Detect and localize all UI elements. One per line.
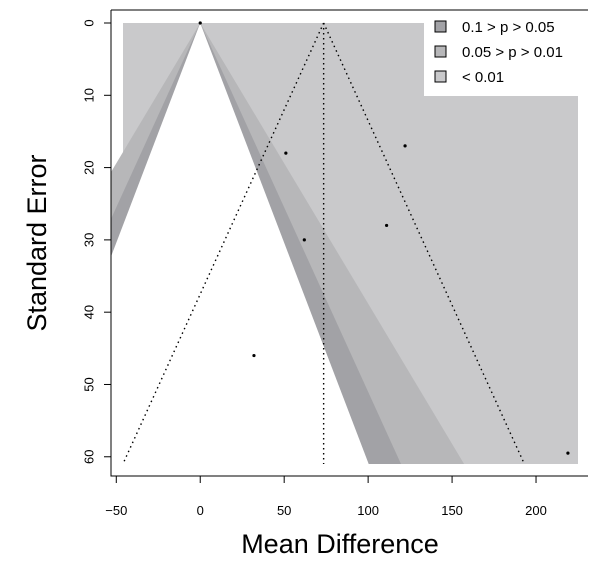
data-point (566, 451, 570, 455)
y-tick-label: 30 (82, 233, 97, 247)
legend-label: < 0.01 (462, 69, 504, 86)
x-axis: −50 0 50 100 150 200 (105, 475, 547, 518)
contour-region-nonsig (111, 23, 369, 464)
funnel-right-line (322, 22, 526, 465)
legend: 0.1 > p > 0.05 0.05 > p > 0.01 < 0.01 (424, 12, 588, 96)
data-point (384, 223, 389, 228)
legend-swatch (434, 45, 447, 58)
legend-swatch (434, 70, 447, 83)
data-point (302, 238, 306, 242)
x-tick-label: 150 (441, 503, 463, 518)
data-point (403, 144, 407, 148)
data-point (252, 353, 256, 358)
x-tick-label: −50 (105, 503, 127, 518)
data-point (284, 151, 288, 155)
y-tick-label: 60 (82, 450, 97, 464)
legend-label: 0.1 > p > 0.05 (462, 19, 555, 36)
funnel-left-line (122, 22, 325, 465)
data-points (198, 21, 570, 455)
y-tick-label: 0 (82, 19, 97, 26)
x-tick-label: 0 (197, 503, 204, 518)
y-tick-label: 20 (82, 160, 97, 174)
legend-swatch (434, 20, 447, 33)
legend-box (424, 12, 588, 96)
y-axis: 0 10 20 30 40 50 60 (82, 19, 112, 464)
contour-regions (111, 23, 578, 464)
data-point (198, 21, 202, 25)
y-tick-label: 50 (82, 377, 97, 391)
x-tick-label: 100 (357, 503, 379, 518)
x-tick-label: 50 (277, 503, 291, 518)
y-tick-label: 10 (82, 88, 97, 102)
funnel-lines (122, 22, 526, 465)
x-tick-label: 200 (525, 503, 547, 518)
legend-label: 0.05 > p > 0.01 (462, 44, 563, 61)
y-tick-label: 40 (82, 305, 97, 319)
y-axis-title: Standard Error (22, 154, 52, 331)
x-axis-title: Mean Difference (241, 529, 439, 559)
